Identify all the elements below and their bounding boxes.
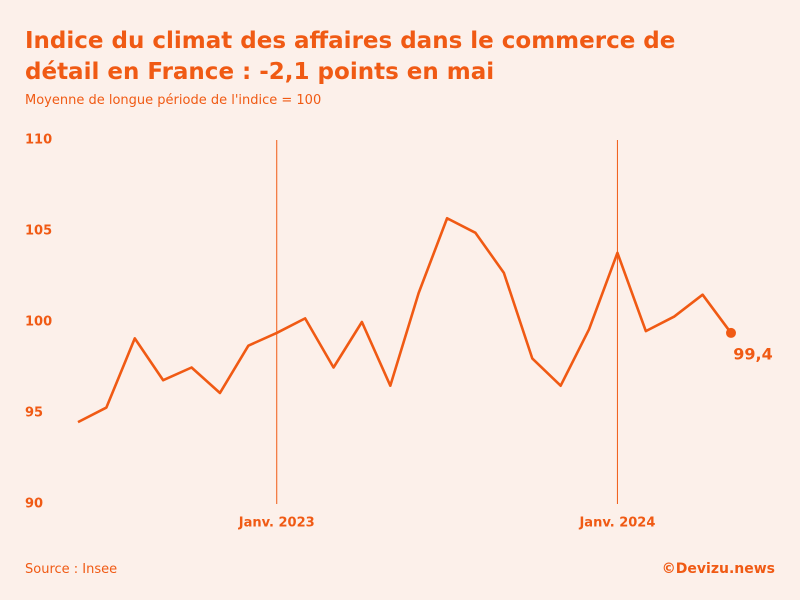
x-tick-label: Janv. 2024 xyxy=(578,516,655,531)
y-tick-label: 90 xyxy=(25,497,43,512)
y-tick-label: 110 xyxy=(25,133,52,148)
y-tick-label: 95 xyxy=(25,406,43,421)
end-point xyxy=(726,327,736,338)
line xyxy=(77,216,733,424)
chart-subtitle: Moyenne de longue période de l'indice = … xyxy=(25,93,322,108)
credit: ©Devizu.news xyxy=(661,561,775,577)
source: Source : Insee xyxy=(25,562,118,577)
value-label: 99,4 xyxy=(733,344,772,363)
chart-title: Indice du climat des affaires dans le co… xyxy=(25,28,676,85)
x-tick-label: Janv. 2023 xyxy=(238,516,315,531)
y-tick-label: 100 xyxy=(25,315,52,330)
y-tick-label: 105 xyxy=(25,224,52,239)
